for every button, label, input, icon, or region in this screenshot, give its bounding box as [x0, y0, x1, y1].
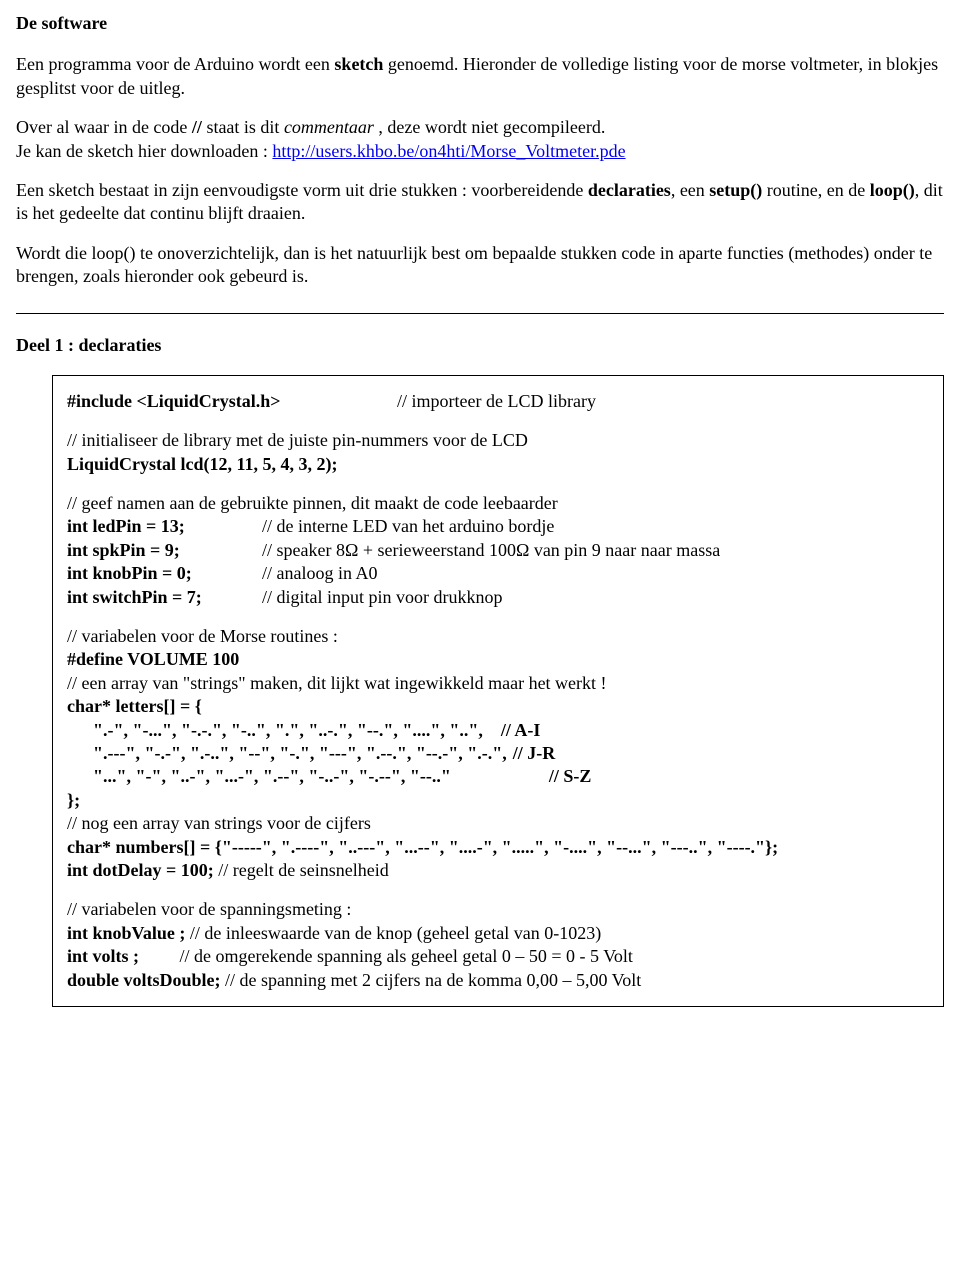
- code-line: int knobValue ; // de inleeswaarde van d…: [67, 922, 929, 945]
- code-comment: // regelt de seinsnelheid: [214, 860, 389, 880]
- text: routine, en de: [762, 180, 869, 200]
- code-line: char* letters[] = {: [67, 695, 929, 718]
- text: Je kan de sketch hier downloaden :: [16, 141, 272, 161]
- page-title: De software: [16, 12, 944, 35]
- code-line: int dotDelay = 100; // regelt de seinsne…: [67, 859, 929, 882]
- code-line: #include <LiquidCrystal.h> // importeer …: [67, 390, 929, 413]
- code-comment: // de interne LED van het arduino bordje: [262, 515, 929, 538]
- code-decl: int switchPin = 7;: [67, 586, 262, 609]
- code-comment: // de omgerekende spanning als geheel ge…: [139, 946, 633, 966]
- code-line: int switchPin = 7; // digital input pin …: [67, 586, 929, 609]
- term-commentaar: commentaar: [284, 117, 374, 137]
- code-decl: int dotDelay = 100;: [67, 860, 214, 880]
- text: Een sketch bestaat in zijn eenvoudigste …: [16, 180, 588, 200]
- code-decl: int volts ;: [67, 946, 139, 966]
- term-setup: setup(): [709, 180, 762, 200]
- section-heading-deel1: Deel 1 : declaraties: [16, 334, 944, 357]
- code-array: ".-", "-...", "-.-.", "-..", ".", "..-."…: [93, 719, 483, 742]
- code-comment: // analoog in A0: [262, 562, 929, 585]
- code-decl: int spkPin = 9;: [67, 539, 262, 562]
- code-line: int volts ; // de omgerekende spanning a…: [67, 945, 929, 968]
- code-box-deel1: #include <LiquidCrystal.h> // importeer …: [52, 375, 944, 1007]
- code-line: int ledPin = 13; // de interne LED van h…: [67, 515, 929, 538]
- text: , deze wordt niet gecompileerd.: [374, 117, 605, 137]
- code-line: ".---", "-.-", ".-..", "--", "-.", "---"…: [67, 742, 929, 765]
- text: staat is dit: [202, 117, 284, 137]
- code-comment: // variabelen voor de spanningsmeting :: [67, 898, 929, 921]
- term-loop: loop(): [870, 180, 915, 200]
- paragraph-commentaar: Over al waar in de code // staat is dit …: [16, 116, 944, 139]
- text: Over al waar in de code: [16, 117, 192, 137]
- text: Een programma voor de Arduino wordt een: [16, 54, 334, 74]
- code-comment: // J-R: [507, 742, 556, 765]
- code-comment: // importeer de LCD library: [397, 390, 929, 413]
- code-comment: // de inleeswaarde van de knop (geheel g…: [185, 923, 601, 943]
- code-comment: // een array van "strings" maken, dit li…: [67, 672, 929, 695]
- download-link[interactable]: http://users.khbo.be/on4hti/Morse_Voltme…: [272, 141, 625, 161]
- code-comment: // geef namen aan de gebruikte pinnen, d…: [67, 492, 929, 515]
- code-array: ".---", "-.-", ".-..", "--", "-.", "---"…: [93, 742, 507, 765]
- code-line: char* numbers[] = {"-----", ".----", "..…: [67, 836, 929, 859]
- paragraph-functies: Wordt die loop() te onoverzichtelijk, da…: [16, 242, 944, 289]
- code-comment: // speaker 8Ω + serieweerstand 100Ω van …: [262, 539, 929, 562]
- code-decl: int ledPin = 13;: [67, 515, 262, 538]
- paragraph-download: Je kan de sketch hier downloaden : http:…: [16, 140, 944, 163]
- code-line: LiquidCrystal lcd(12, 11, 5, 4, 3, 2);: [67, 453, 929, 476]
- code-line: double voltsDouble; // de spanning met 2…: [67, 969, 929, 992]
- code-comment: // S-Z: [451, 765, 592, 788]
- code-comment: // initialiseer de library met de juiste…: [67, 429, 929, 452]
- term-sketch: sketch: [334, 54, 383, 74]
- code-decl: int knobPin = 0;: [67, 562, 262, 585]
- code-line: int spkPin = 9; // speaker 8Ω + seriewee…: [67, 539, 929, 562]
- code-line: int knobPin = 0; // analoog in A0: [67, 562, 929, 585]
- code-line: #define VOLUME 100: [67, 648, 929, 671]
- code-decl: double voltsDouble;: [67, 970, 221, 990]
- text: , een: [671, 180, 709, 200]
- code-comment: // variabelen voor de Morse routines :: [67, 625, 929, 648]
- code-comment: // A-I: [483, 719, 541, 742]
- code-line: ".-", "-...", "-.-.", "-..", ".", "..-."…: [67, 719, 929, 742]
- code-array: "...", "-", "..-", "...-", ".--", "-..-"…: [93, 765, 451, 788]
- code-line: };: [67, 789, 929, 812]
- code-decl: int knobValue ;: [67, 923, 185, 943]
- slashes: //: [192, 117, 202, 137]
- code-comment: // de spanning met 2 cijfers na de komma…: [221, 970, 642, 990]
- code-include: #include <LiquidCrystal.h>: [67, 390, 397, 413]
- code-line: "...", "-", "..-", "...-", ".--", "-..-"…: [67, 765, 929, 788]
- term-declaraties: declaraties: [588, 180, 671, 200]
- divider: [16, 313, 944, 314]
- code-comment: // nog een array van strings voor de cij…: [67, 812, 929, 835]
- paragraph-structure: Een sketch bestaat in zijn eenvoudigste …: [16, 179, 944, 226]
- paragraph-intro: Een programma voor de Arduino wordt een …: [16, 53, 944, 100]
- code-comment: // digital input pin voor drukknop: [262, 586, 929, 609]
